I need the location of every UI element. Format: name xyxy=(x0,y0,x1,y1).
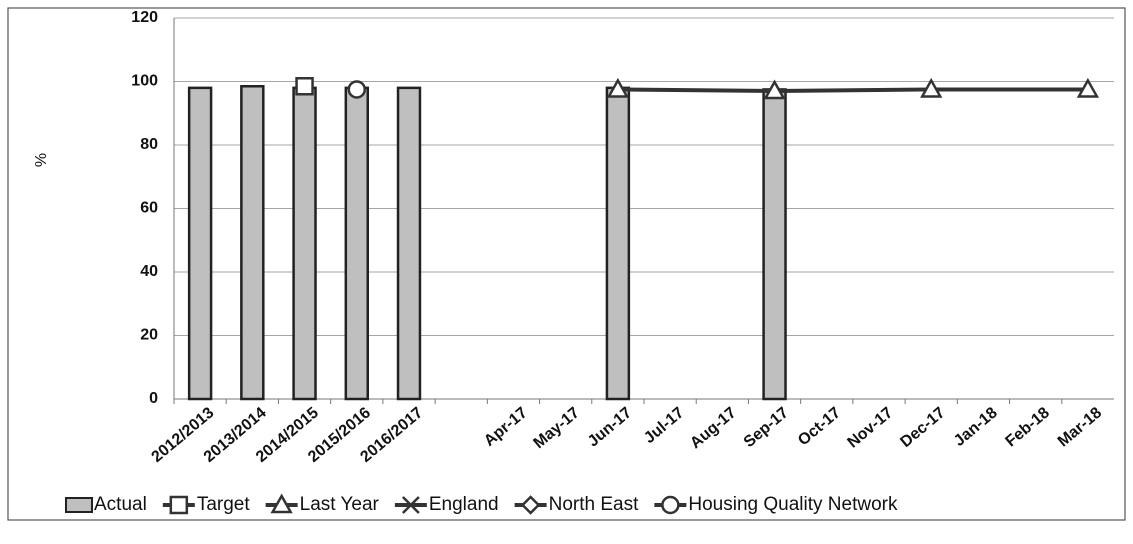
bar xyxy=(762,88,787,401)
legend-marker xyxy=(270,493,293,514)
legend-marker xyxy=(401,496,420,514)
point xyxy=(347,80,367,99)
bar xyxy=(605,86,631,401)
legend-label: Actual xyxy=(94,494,147,515)
y-tick-label: 0 xyxy=(149,390,158,407)
point xyxy=(920,77,943,98)
bar xyxy=(396,86,422,401)
legend-marker xyxy=(169,495,189,515)
bar xyxy=(292,86,317,401)
legend-swatch xyxy=(65,497,93,513)
legend-item: Target xyxy=(162,494,251,515)
bar xyxy=(240,85,265,401)
legend-label: Housing Quality Network xyxy=(688,494,898,515)
y-tick-label: 60 xyxy=(140,200,158,217)
point xyxy=(295,77,314,96)
legend-label: North East xyxy=(549,494,639,515)
legend-item: Last Year xyxy=(265,493,380,515)
point xyxy=(763,79,786,100)
y-axis-label: % xyxy=(33,153,50,167)
bar xyxy=(187,86,213,401)
y-tick-label: 40 xyxy=(140,263,158,280)
y-tick-label: 80 xyxy=(140,136,158,153)
y-tick-label: 120 xyxy=(131,9,158,26)
legend-item: England xyxy=(394,494,499,515)
legend-label: England xyxy=(429,494,499,515)
legend-item: Housing Quality Network xyxy=(654,494,898,515)
y-tick-label: 20 xyxy=(140,327,158,344)
legend-marker xyxy=(520,495,541,515)
series-line xyxy=(774,87,932,94)
legend-label: Last Year xyxy=(300,494,380,515)
point xyxy=(606,77,630,98)
series-line xyxy=(617,87,775,94)
legend-marker xyxy=(661,495,680,515)
legend-label: Target xyxy=(197,494,251,515)
legend-item: Actual xyxy=(65,494,147,515)
legend-item: North East xyxy=(514,494,639,515)
y-tick-label: 100 xyxy=(131,73,158,90)
bar xyxy=(344,86,369,401)
point xyxy=(1076,77,1100,98)
